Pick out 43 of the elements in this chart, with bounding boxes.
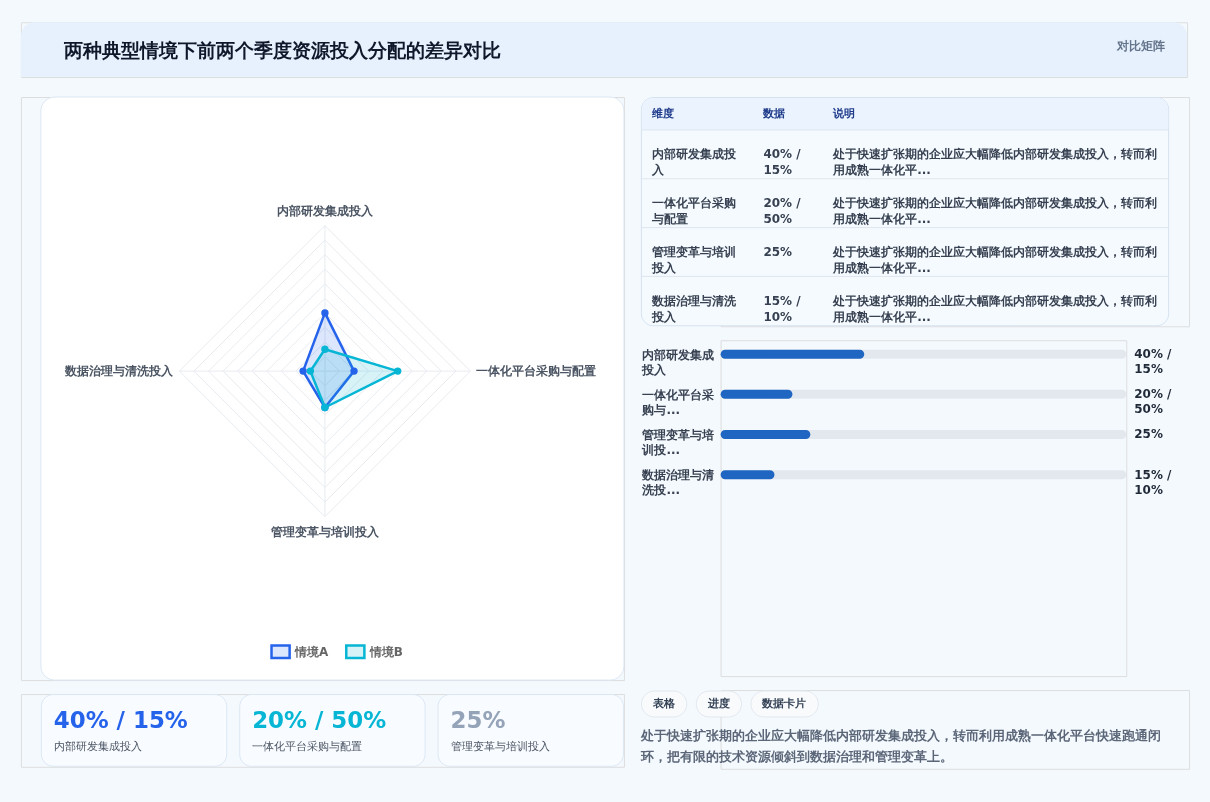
text: 处于快速扩张期的企业应大幅降低内部研发集成投入，转而利用成熟一体化平... — [832, 244, 1158, 275]
text: 处于快速扩张期的企业应大幅降低内部研发集成投入，转而利用成熟一体化平... — [832, 293, 1158, 324]
spoke-label: 内部研发集成投入 — [276, 202, 374, 218]
text: 一体化平台采购与配置 — [252, 738, 363, 753]
bar — [720, 389, 793, 399]
y-tick-label: 一体化平台采购与... — [641, 387, 715, 417]
text: 对比矩阵 — [1116, 39, 1166, 54]
text: 进度 — [706, 697, 730, 710]
text: 20% / 50% — [763, 196, 802, 227]
text: 数据卡片 — [761, 697, 807, 710]
text: 数据 — [762, 106, 786, 121]
text: 15% / 10% — [763, 293, 802, 324]
text: 25% — [763, 244, 793, 259]
text: 20% / 50% — [1134, 387, 1173, 417]
text: 说明 — [832, 106, 856, 121]
text: 处于快速扩张期的企业应大幅降低内部研发集成投入，转而利用成熟一体化平... — [832, 147, 1158, 178]
text: 一体化平台采购与配置 — [650, 196, 736, 227]
text: 处于快速扩张期的企业应大幅降低内部研发集成投入，转而利用成熟一体化平台快速跑通闭环，把有限的技术资源倾斜到数据治理和管理变革上。 — [639, 727, 1161, 764]
spoke-label: 一体化平台采购与配置 — [476, 363, 597, 379]
spoke-label: 管理变革与培训投入 — [269, 523, 380, 539]
text: 40% / 15% — [1134, 347, 1173, 377]
text: 表格 — [651, 697, 676, 710]
spoke-label: 数据治理与清洗投入 — [64, 363, 175, 379]
text: 两种典型情境下前两个季度资源投入分配的差异对比 — [62, 39, 501, 62]
y-tick-label: 数据治理与清洗投... — [641, 468, 715, 498]
text: 15% / 10% — [1134, 467, 1173, 497]
text: 处于快速扩张期的企业应大幅降低内部研发集成投入，转而利用成熟一体化平... — [832, 196, 1158, 227]
text: 维度 — [650, 106, 674, 121]
text: 25% — [450, 706, 506, 733]
bar — [720, 430, 811, 439]
bar — [720, 470, 775, 480]
text: 25% — [1134, 427, 1163, 442]
text: 40% / 15% — [53, 706, 188, 733]
text: 数据治理与清洗投入 — [650, 293, 737, 324]
legend-label: 情境A — [294, 644, 330, 659]
text: 20% / 50% — [252, 706, 387, 733]
y-tick-label: 管理变革与培训投... — [641, 427, 715, 457]
y-tick-label: 内部研发集成投入 — [641, 347, 715, 377]
legend-label: 情境B — [368, 644, 403, 659]
text: 40% / 15% — [763, 147, 802, 178]
text: 内部研发集成投入 — [53, 738, 142, 753]
text: 管理变革与培训投入 — [650, 244, 736, 275]
text: 管理变革与培训投入 — [450, 738, 550, 753]
